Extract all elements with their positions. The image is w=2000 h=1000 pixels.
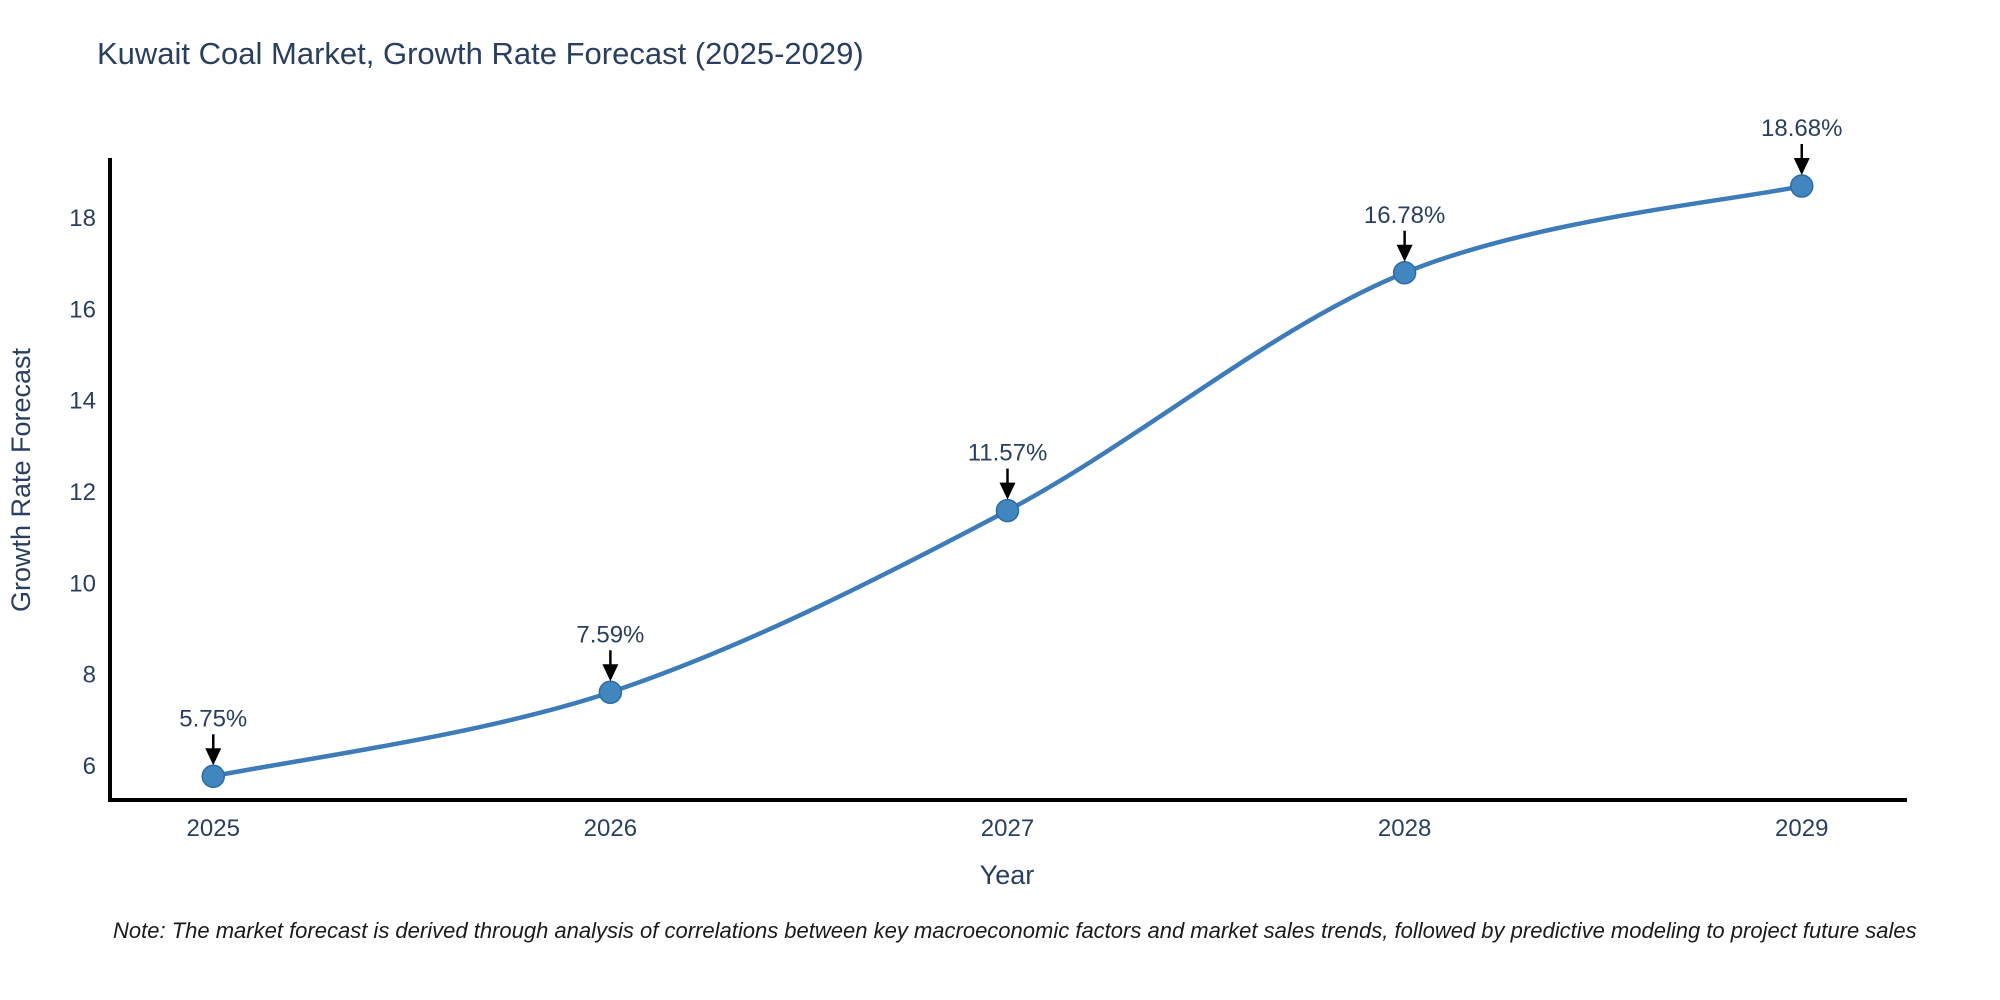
data-point-marker bbox=[995, 498, 1020, 523]
y-tick-label: 16 bbox=[69, 296, 96, 323]
x-tick-label: 2027 bbox=[981, 815, 1034, 842]
x-axis-title: Year bbox=[980, 860, 1035, 890]
x-tick-label: 2029 bbox=[1775, 815, 1828, 842]
point-value-label: 7.59% bbox=[576, 621, 644, 648]
annotation-arrowhead-icon bbox=[602, 664, 619, 682]
x-tick-label: 2025 bbox=[187, 815, 240, 842]
point-value-label: 11.57% bbox=[968, 440, 1048, 467]
point-value-label: 18.68% bbox=[1761, 115, 1842, 142]
footnote-text: Note: The market forecast is derived thr… bbox=[113, 918, 1917, 943]
y-tick-label: 14 bbox=[69, 388, 96, 415]
data-point-marker bbox=[1392, 261, 1417, 285]
data-point-marker bbox=[201, 764, 226, 789]
y-axis-ticks: 6 8 10 12 14 16 18 bbox=[69, 205, 96, 780]
data-point-marker bbox=[1789, 174, 1814, 198]
x-tick-label: 2026 bbox=[584, 815, 637, 842]
annotation-arrowhead-icon bbox=[205, 748, 222, 766]
data-series bbox=[201, 174, 1814, 789]
point-value-label: 5.75% bbox=[179, 705, 247, 732]
annotation-arrowhead-icon bbox=[999, 482, 1016, 500]
y-tick-label: 12 bbox=[69, 479, 96, 506]
y-tick-label: 6 bbox=[83, 753, 96, 780]
data-point-marker bbox=[598, 680, 623, 705]
annotation-arrowhead-icon bbox=[1793, 158, 1810, 176]
annotation-arrowhead-icon bbox=[1396, 244, 1413, 262]
x-tick-label: 2028 bbox=[1378, 815, 1431, 842]
y-tick-label: 10 bbox=[69, 570, 96, 597]
y-axis-title: Growth Rate Forecast bbox=[6, 347, 36, 612]
point-annotations: 5.75% 7.59% 11.57% 16.78% 18.68% bbox=[179, 115, 1842, 766]
chart-title: Kuwait Coal Market, Growth Rate Forecast… bbox=[97, 36, 864, 71]
y-tick-label: 18 bbox=[69, 205, 96, 232]
point-value-label: 16.78% bbox=[1364, 202, 1445, 229]
x-axis-ticks: 2025 2026 2027 2028 2029 bbox=[187, 815, 1829, 842]
y-tick-label: 8 bbox=[83, 662, 96, 689]
